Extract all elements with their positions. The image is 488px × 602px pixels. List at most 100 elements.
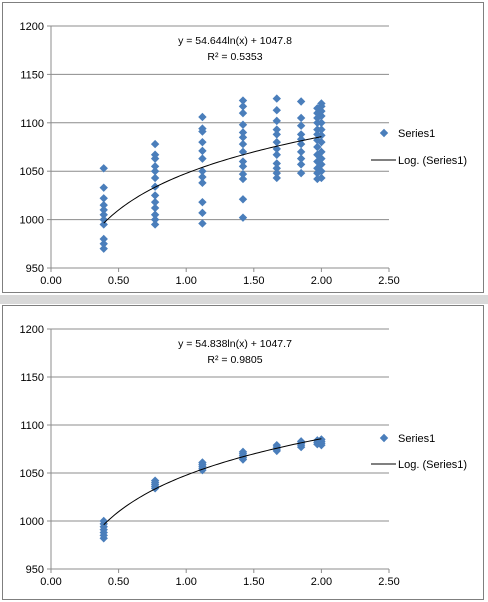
data-point[interactable]	[198, 178, 207, 188]
data-point[interactable]	[150, 139, 160, 149]
data-point[interactable]	[296, 113, 306, 123]
data-point[interactable]	[272, 106, 281, 115]
data-point[interactable]	[198, 208, 207, 218]
data-point[interactable]	[99, 200, 108, 210]
data-point[interactable]	[198, 112, 207, 122]
data-point[interactable]	[296, 154, 306, 163]
x-tick-label: 2.00	[311, 576, 332, 588]
data-point[interactable]	[317, 137, 326, 147]
data-point[interactable]	[99, 194, 108, 203]
data-point[interactable]	[238, 157, 248, 166]
data-point[interactable]	[272, 173, 281, 183]
data-point[interactable]	[317, 435, 326, 444]
data-point[interactable]	[296, 139, 306, 149]
data-point[interactable]	[272, 164, 281, 173]
data-point[interactable]	[99, 239, 108, 248]
data-point[interactable]	[198, 146, 207, 156]
data-point[interactable]	[99, 244, 108, 253]
data-point[interactable]	[317, 147, 326, 157]
data-point[interactable]	[272, 94, 281, 103]
data-point[interactable]	[198, 458, 207, 467]
legend-label-trendline[interactable]: Log. (Series1)	[398, 155, 467, 167]
data-point[interactable]	[99, 205, 108, 215]
data-point[interactable]	[150, 197, 160, 207]
data-point[interactable]	[238, 147, 248, 157]
data-point[interactable]	[99, 516, 108, 526]
legend-label-series1[interactable]: Series1	[398, 128, 435, 140]
data-point[interactable]	[296, 130, 306, 139]
data-point[interactable]	[238, 128, 248, 137]
legend-label-series1[interactable]: Series1	[398, 433, 435, 445]
y-tick-label: 1050	[20, 468, 44, 480]
data-point[interactable]	[99, 183, 108, 192]
data-point[interactable]	[317, 125, 326, 134]
data-point[interactable]	[150, 476, 160, 485]
data-point[interactable]	[238, 174, 248, 184]
data-point[interactable]	[238, 195, 248, 204]
data-point[interactable]	[238, 133, 248, 142]
data-point[interactable]	[238, 213, 248, 222]
data-point[interactable]	[99, 234, 108, 244]
data-point[interactable]	[150, 220, 160, 229]
data-point[interactable]	[317, 111, 326, 121]
data-point[interactable]	[150, 150, 160, 159]
data-point[interactable]	[238, 169, 248, 179]
trendline[interactable]	[103, 136, 322, 224]
data-point[interactable]	[150, 162, 160, 171]
data-point[interactable]	[296, 160, 306, 169]
data-point[interactable]	[238, 96, 248, 105]
data-point[interactable]	[238, 108, 248, 118]
data-point[interactable]	[238, 102, 248, 111]
data-point[interactable]	[313, 174, 322, 184]
data-point[interactable]	[150, 210, 160, 219]
data-point[interactable]	[296, 168, 306, 178]
data-point[interactable]	[150, 191, 160, 200]
data-point[interactable]	[238, 447, 248, 457]
data-point[interactable]	[272, 168, 281, 178]
y-tick-label: 1100	[20, 118, 44, 130]
data-point[interactable]	[150, 167, 160, 176]
data-point[interactable]	[198, 154, 207, 163]
data-point[interactable]	[150, 215, 160, 224]
data-point[interactable]	[272, 125, 281, 134]
data-point[interactable]	[272, 159, 281, 168]
data-point[interactable]	[317, 118, 326, 127]
data-point[interactable]	[198, 197, 207, 207]
data-point[interactable]	[317, 167, 326, 176]
data-point[interactable]	[198, 137, 207, 147]
data-point[interactable]	[313, 142, 322, 152]
data-point[interactable]	[317, 106, 326, 116]
legend-label-trendline[interactable]: Log. (Series1)	[398, 459, 467, 471]
data-point[interactable]	[317, 154, 326, 163]
data-point[interactable]	[272, 130, 281, 139]
data-point[interactable]	[150, 203, 160, 213]
data-point[interactable]	[238, 162, 248, 171]
data-point[interactable]	[272, 116, 281, 126]
x-tick-label: 2.50	[378, 576, 399, 588]
x-tick-label: 2.00	[311, 275, 332, 287]
data-point[interactable]	[150, 173, 160, 183]
chart-panel-top[interactable]: 950 1000 1050 1100 1150 1200 0.00 0.50 1.00 1.50 2…	[2, 2, 484, 293]
data-point[interactable]	[198, 167, 207, 176]
data-point[interactable]	[198, 219, 207, 228]
data-point[interactable]	[317, 99, 326, 108]
chart-panel-bottom[interactable]: 950 1000 1050 1100 1150 1200 0.00 0.50 1.00 1.50 2…	[2, 305, 484, 600]
data-point[interactable]	[198, 172, 207, 182]
data-point[interactable]	[99, 220, 108, 229]
chart-svg: 950 1000 1050 1100 1150 1200 0.00 0.50 1.00 1.50 2…	[20, 324, 468, 588]
y-tick-label: 1150	[20, 372, 44, 384]
data-point[interactable]	[296, 121, 306, 130]
data-point[interactable]	[317, 160, 326, 169]
data-point[interactable]	[272, 137, 281, 147]
data-point[interactable]	[296, 147, 306, 157]
data-point[interactable]	[198, 124, 207, 133]
trendline[interactable]	[103, 438, 322, 526]
x-tick-label: 2.50	[378, 275, 399, 287]
data-point[interactable]	[296, 97, 306, 106]
data-point[interactable]	[238, 139, 248, 149]
data-point[interactable]	[238, 120, 248, 129]
data-point[interactable]	[272, 150, 281, 159]
data-point[interactable]	[317, 173, 326, 183]
data-point[interactable]	[99, 164, 108, 173]
data-point[interactable]	[99, 210, 108, 219]
